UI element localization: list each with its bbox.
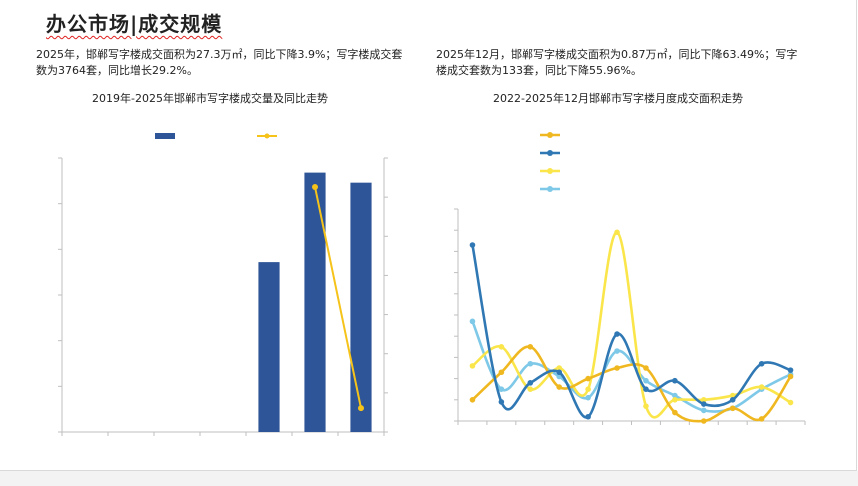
series-3-point-5 bbox=[585, 394, 591, 401]
series-3-point-1 bbox=[469, 318, 476, 325]
page-title: 办公市场|成交规模 bbox=[46, 12, 223, 36]
series-0-point-3 bbox=[527, 344, 534, 350]
series-0-point-9 bbox=[700, 418, 707, 424]
summary-monthly: 2025年12月，邯郸写字楼成交面积为0.87万㎡，同比下降63.49%；写字楼… bbox=[436, 48, 798, 77]
series-2-point-8 bbox=[672, 397, 678, 403]
series-3-point-6 bbox=[614, 348, 620, 354]
series-0-point-8 bbox=[672, 409, 678, 416]
series-2-point-1 bbox=[469, 363, 476, 369]
bar-2025 bbox=[350, 182, 372, 432]
series-2-point-4 bbox=[556, 365, 563, 371]
yoy-point-2024 bbox=[312, 183, 318, 190]
annual-volume-chart bbox=[58, 133, 388, 436]
yoy-line bbox=[314, 186, 362, 409]
series-0-point-7 bbox=[643, 365, 649, 371]
series-1-point-11 bbox=[758, 360, 765, 367]
series-2-point-5 bbox=[585, 386, 591, 393]
bar-2024 bbox=[304, 172, 326, 432]
series-0-point-11 bbox=[758, 416, 765, 422]
yoy-point-2025 bbox=[358, 405, 364, 412]
series-3-point-7 bbox=[643, 377, 649, 384]
series-2-point-12 bbox=[787, 399, 794, 406]
monthly-area-chart bbox=[454, 132, 806, 425]
series-1-point-12 bbox=[787, 367, 794, 373]
series-1-point-4 bbox=[556, 369, 563, 376]
series-0-point-2 bbox=[498, 369, 505, 376]
legend-marker-2 bbox=[547, 168, 553, 174]
series-3-point-9 bbox=[700, 407, 707, 414]
series-0-point-1 bbox=[469, 397, 476, 403]
series-2-point-9 bbox=[700, 397, 707, 403]
series-2-point-2 bbox=[498, 344, 505, 350]
series-1-point-5 bbox=[585, 413, 591, 420]
bottom-strip bbox=[0, 471, 858, 486]
series-1-point-2 bbox=[498, 399, 505, 405]
series-0-point-12 bbox=[787, 373, 794, 380]
series-1-point-10 bbox=[729, 397, 736, 403]
series-2-point-6 bbox=[614, 229, 620, 236]
page-frame bbox=[0, 0, 857, 471]
series-1-point-1 bbox=[469, 242, 476, 248]
series-3-point-2 bbox=[498, 386, 505, 393]
series-3-point-3 bbox=[527, 360, 534, 367]
series-2-point-7 bbox=[643, 403, 649, 409]
series-2-point-11 bbox=[758, 384, 765, 390]
legend-marker-0 bbox=[547, 132, 553, 138]
series-0-point-5 bbox=[585, 375, 591, 382]
series-0-point-4 bbox=[556, 384, 563, 390]
legend-line-marker bbox=[264, 133, 270, 139]
bar-2023 bbox=[258, 262, 280, 432]
annual-chart-title: 2019年-2025年邯郸市写字楼成交量及同比走势 bbox=[92, 92, 328, 105]
series-1-point-7 bbox=[643, 386, 649, 393]
legend-marker-1 bbox=[547, 150, 553, 156]
series-0-point-10 bbox=[729, 405, 736, 412]
monthly-chart-title: 2022-2025年12月邯郸市写字楼月度成交面积走势 bbox=[493, 92, 743, 105]
legend-marker-3 bbox=[547, 186, 553, 192]
summary-annual: 2025年，邯郸写字楼成交面积为27.3万㎡，同比下降3.9%；写字楼成交套数为… bbox=[36, 48, 403, 77]
series-2-point-3 bbox=[527, 386, 534, 393]
series-0-point-6 bbox=[614, 365, 620, 371]
series-1-point-9 bbox=[700, 401, 707, 407]
series-1-point-6 bbox=[614, 331, 620, 337]
series-3-point-8 bbox=[672, 392, 678, 399]
series-1-point-8 bbox=[672, 377, 678, 384]
legend-bar-swatch bbox=[155, 133, 175, 139]
series-1-point-3 bbox=[527, 380, 534, 386]
